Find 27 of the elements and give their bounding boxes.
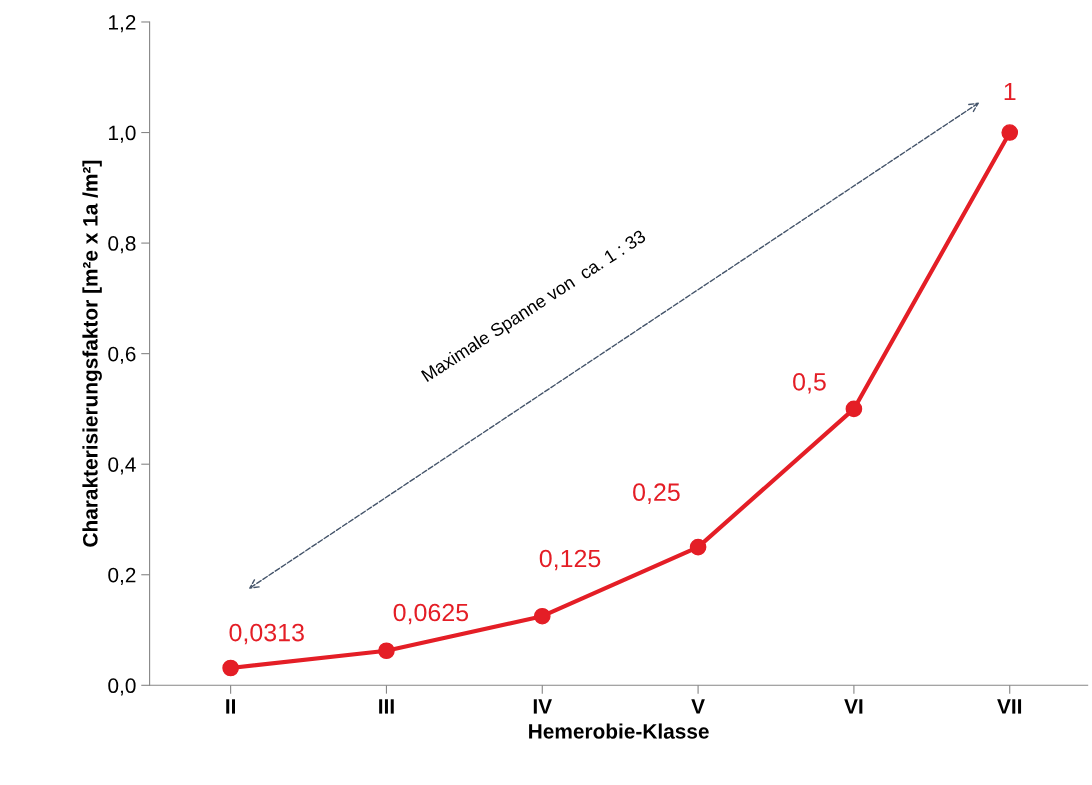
point	[689, 538, 707, 556]
x-tick-label: VI	[844, 699, 863, 714]
y-tick-label: 0,0	[108, 678, 136, 696]
y-tick-label: 1,0	[109, 125, 136, 143]
x-tick-label: V	[691, 699, 705, 714]
point	[845, 400, 863, 418]
x-axis-title: Hemerobie-Klasse	[529, 723, 709, 739]
point	[222, 659, 239, 677]
point	[533, 607, 551, 625]
point	[378, 642, 395, 660]
point	[1001, 124, 1019, 141]
data-label: 1	[1004, 82, 1016, 101]
y-tick-label: 0,8	[108, 236, 136, 254]
data-label: 0,0625	[393, 603, 469, 625]
data-label: 0,125	[539, 549, 601, 571]
x-tick-label: II	[226, 699, 236, 714]
x-tick-label: VII	[997, 699, 1022, 714]
x-tick-label: IV	[533, 699, 552, 714]
data-label: 0,0313	[229, 623, 304, 645]
y-tick-label: 0,6	[108, 346, 136, 364]
x-tick-label: III	[379, 699, 394, 714]
y-tick-label: 0,4	[108, 457, 136, 475]
y-axis-title: Charakterisierungsfaktor [m²e x 1a /m²]	[82, 160, 102, 547]
y-tick-label: 1,2	[109, 14, 136, 33]
data-label: 0,25	[633, 483, 680, 504]
data-label: 0,5	[793, 372, 826, 394]
y-tick-label: 0,2	[108, 567, 136, 585]
